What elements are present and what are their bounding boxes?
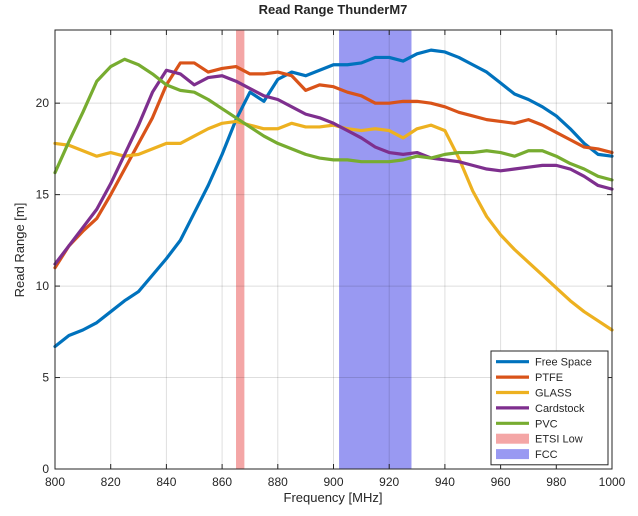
y-tick-label: 0: [42, 462, 49, 476]
y-tick-label: 10: [36, 279, 50, 293]
y-tick-label: 20: [36, 96, 50, 110]
y-tick-label: 15: [36, 188, 50, 202]
series-line-pvc: [53, 57, 614, 182]
series-line-ptfe: [53, 61, 614, 270]
legend-label-free-space: Free Space: [535, 357, 592, 369]
plot-area: 800 820 840 860 880 900 920 940 960 980 1000 0 5 10 15…: [36, 29, 626, 489]
x-tick-label: 920: [379, 475, 399, 489]
legend-label-ptfe: PTFE: [535, 372, 563, 384]
x-tick-label: 840: [156, 475, 176, 489]
band-fcc: [339, 30, 412, 469]
legend-swatch-etsi-low: [496, 433, 529, 444]
chart-title: Read Range ThunderM7: [259, 2, 408, 17]
x-tick-label: 940: [435, 475, 455, 489]
legend-label-cardstock: Cardstock: [535, 403, 585, 415]
legend-swatch-fcc: [496, 449, 529, 460]
x-axis-label: Frequency [MHz]: [284, 490, 383, 505]
legend-label-fcc: FCC: [535, 449, 558, 461]
legend-label-pvc: PVC: [535, 418, 558, 430]
x-tick-label: 980: [546, 475, 566, 489]
x-tick-label: 800: [45, 475, 65, 489]
legend-label-etsi-low: ETSI Low: [535, 434, 583, 446]
x-tick-label: 820: [101, 475, 121, 489]
y-tick-label: 5: [42, 371, 49, 385]
band-etsi-low: [236, 30, 245, 469]
series-line-glass: [53, 119, 614, 332]
x-tick-label: 900: [323, 475, 343, 489]
y-axis-label: Read Range [m]: [12, 203, 27, 298]
x-tick-label: 880: [268, 475, 288, 489]
series-line-cardstock: [53, 68, 614, 266]
series-line-free-space: [53, 48, 614, 349]
x-tick-label: 960: [491, 475, 511, 489]
legend: Free Space PTFE GLASS Cardstock PVC ETSI Low F…: [490, 350, 609, 466]
legend-label-glass: GLASS: [535, 388, 572, 400]
x-tick-label: 860: [212, 475, 232, 489]
x-tick-label: 1000: [599, 475, 626, 489]
